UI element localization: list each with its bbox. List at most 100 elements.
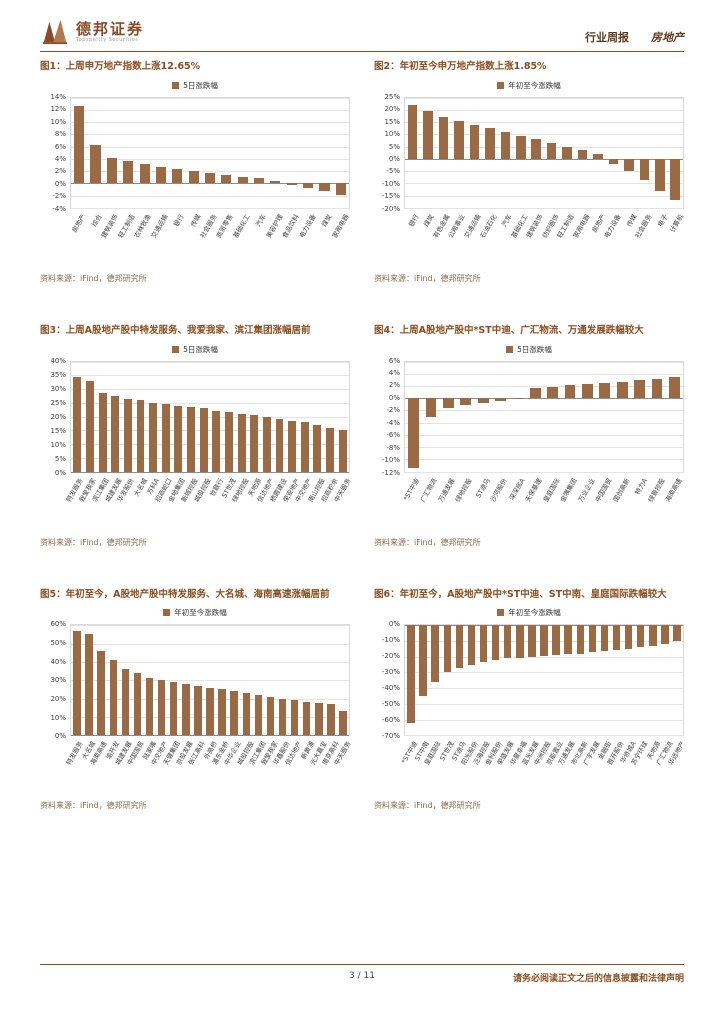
bar xyxy=(85,634,93,736)
legend-label: 5日涨跌幅 xyxy=(183,344,218,354)
bar xyxy=(290,700,299,736)
bar xyxy=(237,413,246,472)
legend-swatch-icon xyxy=(172,345,180,353)
bar xyxy=(546,142,557,159)
bar xyxy=(86,380,94,472)
bar xyxy=(161,404,170,472)
bar xyxy=(624,625,633,649)
gridline xyxy=(71,195,349,197)
bar xyxy=(639,158,650,180)
gridline xyxy=(71,661,349,663)
gridline xyxy=(405,410,683,412)
chart-plot: 60% 50% 40% 30% 20% 10% 0% xyxy=(40,620,350,740)
source-note: 资料来源：iFind，德邦研究所 xyxy=(374,273,481,283)
bar xyxy=(540,625,548,656)
bar xyxy=(407,105,418,159)
gridline xyxy=(71,680,349,682)
bar xyxy=(608,158,619,164)
bar xyxy=(253,178,265,184)
gridline xyxy=(405,146,683,148)
y-axis: 0% -10% -20% -30% -40% -50% -60% -70% xyxy=(374,620,404,740)
bar xyxy=(97,650,105,736)
bar xyxy=(288,420,297,472)
gridline xyxy=(71,416,349,418)
bar xyxy=(528,625,536,657)
y-axis-tick: 5% xyxy=(54,454,66,463)
gridline xyxy=(405,703,683,705)
bar xyxy=(339,711,347,736)
gridline xyxy=(405,688,683,690)
y-axis-tick: -8% xyxy=(386,443,400,452)
figure-1: 图1：上周申万地产指数上涨12.65% 5日涨跌幅 14% 12% 10% 8% 6% 4% 2… xyxy=(40,60,350,284)
chart-legend: 5日涨跌幅 xyxy=(40,80,350,91)
bar xyxy=(326,427,334,472)
y-axis-tick: -70% xyxy=(381,732,400,741)
bar xyxy=(651,379,663,399)
bar xyxy=(516,625,524,658)
y-axis-tick: 10% xyxy=(50,440,66,449)
bar xyxy=(109,660,118,736)
bar xyxy=(454,120,464,159)
bar xyxy=(300,422,309,472)
chart-plot: 40% 35% 30% 25% 20% 15% 10% 5% 0% xyxy=(40,357,350,477)
y-axis-tick: 60% xyxy=(50,620,66,629)
page-number: 3 / 11 xyxy=(349,971,375,981)
gridline xyxy=(71,361,349,363)
zero-axis-line xyxy=(405,158,683,160)
y-axis-tick: -12% xyxy=(381,468,400,477)
y-axis: 60% 50% 40% 30% 20% 10% 0% xyxy=(40,620,70,740)
bar xyxy=(673,625,681,641)
gridline xyxy=(405,373,683,375)
y-axis-tick: 0% xyxy=(388,620,400,629)
bar xyxy=(649,625,657,646)
bar xyxy=(547,386,559,399)
bar xyxy=(111,395,120,472)
bar xyxy=(600,625,609,652)
plot-area xyxy=(404,624,684,737)
bar xyxy=(500,131,511,159)
gridline xyxy=(71,158,349,160)
x-axis-label: 计算机 xyxy=(668,212,685,234)
gridline xyxy=(71,643,349,645)
page-header: 德邦证券 Topsperity Securities 行业周报 房地产 xyxy=(40,10,684,52)
x-axis-label: 汽车 xyxy=(500,212,514,229)
y-axis-tick: -60% xyxy=(381,716,400,725)
y-axis-tick: 6% xyxy=(388,356,400,365)
bar xyxy=(327,704,335,736)
legend-swatch-icon xyxy=(163,609,171,617)
y-axis-tick: -2% xyxy=(386,406,400,415)
legend-label: 年初至今涨跌幅 xyxy=(508,608,561,618)
figure-title: 图4：上周A股地产股中*ST中迪、广汇物流、万通发展跌幅较大 xyxy=(374,324,644,336)
plot-area xyxy=(70,624,350,737)
chart-plot: 25% 20% 15% 10% 5% 0% -5% -10% -15% -20% xyxy=(374,93,684,213)
y-axis-tick: 20% xyxy=(384,105,400,114)
plot-area xyxy=(404,360,684,473)
y-axis-tick: 25% xyxy=(50,398,66,407)
bar xyxy=(172,169,183,184)
gridline xyxy=(71,625,349,627)
gridline xyxy=(405,122,683,124)
chart-plot: 14% 12% 10% 8% 6% 4% 2% 0% -2% -4% xyxy=(40,93,350,213)
gridline xyxy=(71,146,349,148)
bar xyxy=(467,625,476,665)
bar xyxy=(242,693,250,736)
gridline xyxy=(405,735,683,737)
bar xyxy=(443,398,454,408)
bar xyxy=(455,625,464,668)
bar xyxy=(460,398,472,405)
bar xyxy=(616,381,628,399)
bar xyxy=(145,677,154,736)
bar xyxy=(188,171,199,184)
y-axis-tick: 30% xyxy=(50,676,66,685)
brand-text: 德邦证券 Topsperity Securities xyxy=(76,21,144,44)
bar xyxy=(419,625,427,696)
y-axis-tick: 20% xyxy=(50,412,66,421)
y-axis-tick: 10% xyxy=(384,130,400,139)
y-axis-tick: 35% xyxy=(50,370,66,379)
x-axis: 房地产 综合 建筑装饰 轻工制造 农林牧渔 交通运输 银行 传媒 社会服务 商贸零售 基础化工 汽车美… xyxy=(70,209,350,271)
bar xyxy=(266,696,275,736)
bar xyxy=(123,398,132,472)
y-axis-tick: -30% xyxy=(381,668,400,677)
bar xyxy=(319,183,330,192)
